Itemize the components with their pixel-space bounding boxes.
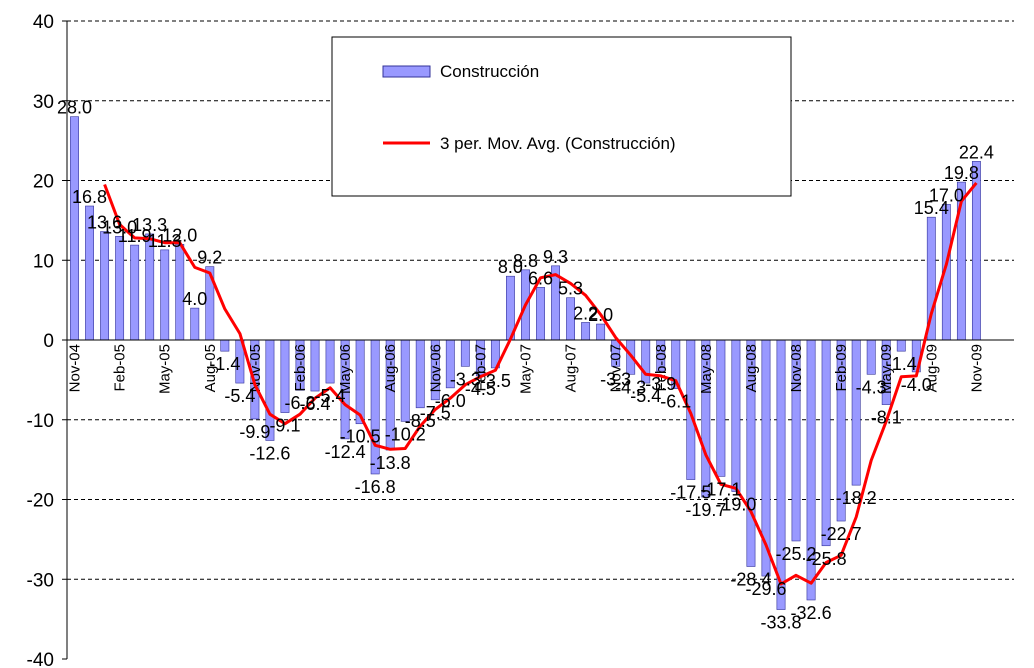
y-tick-label: -40 [27,650,54,668]
bar [221,340,229,351]
bar [867,340,875,374]
data-label: 5.3 [558,279,583,299]
bar [401,340,409,421]
legend-bar-swatch [383,66,430,77]
x-tick-label: May-05 [157,344,174,394]
legend-bar-label: Construcción [440,62,539,81]
y-tick-label: 40 [33,12,54,33]
data-label: -5.4 [315,386,346,406]
data-label: -3.5 [480,371,511,391]
data-label: 22.4 [959,142,994,162]
y-tick-label: 20 [33,172,54,193]
x-tick-label: May-08 [698,344,715,394]
x-axis-ticks: Nov-04 Feb-05 May-05 Aug-05 Nov-05 Feb-06 May-… [67,344,986,394]
data-label: -22.7 [821,524,862,544]
x-tick-label: Feb-06 [292,344,309,392]
bar [326,340,334,383]
bar [717,340,725,476]
data-label: -4.0 [901,375,932,395]
x-tick-label: Aug-07 [563,344,580,392]
data-label: -32.6 [791,603,832,623]
y-tick-label: 30 [33,92,54,113]
data-label: -9.9 [239,422,270,442]
data-label: -13.8 [370,453,411,473]
bar [115,236,123,340]
data-label: -19.0 [715,495,756,515]
data-label: 6.6 [528,268,553,288]
x-tick-label: Feb-05 [112,344,129,392]
data-label: 16.8 [72,187,107,207]
y-tick-label: -30 [27,570,54,591]
data-label: -1.4 [209,354,240,374]
data-label: -6.0 [435,391,466,411]
data-label: 2.0 [588,305,613,325]
y-tick-label: 10 [33,251,54,272]
bar [461,340,469,366]
legend-line-label: 3 per. Mov. Avg. (Construcción) [440,134,676,153]
bar [311,340,319,391]
bar [100,232,108,340]
bar [897,340,905,351]
bar [191,308,199,340]
data-label: 19.8 [944,163,979,183]
data-label: -6.1 [660,392,691,412]
data-label: -8.1 [871,408,902,428]
data-label: 12.0 [162,225,197,245]
y-tick-label: -10 [27,411,54,432]
legend-box [332,37,791,196]
bar [852,340,860,485]
bar [161,250,169,340]
x-tick-label: Nov-06 [427,344,444,392]
data-label: -25.8 [806,549,847,569]
data-label: 4.0 [182,289,207,309]
data-label: 17.0 [929,185,964,205]
data-label: 9.2 [197,248,222,268]
y-tick-label: 0 [43,331,54,352]
bar [131,245,139,340]
bar [356,340,364,424]
x-tick-label: Feb-09 [833,344,850,392]
x-tick-label: Nov-09 [968,344,985,392]
bar [416,340,424,408]
data-label: -16.8 [355,477,396,497]
data-label: -1.4 [886,354,917,374]
x-tick-label: May-07 [517,344,534,394]
x-tick-label: Nov-04 [67,344,84,392]
data-label: -18.2 [836,488,877,508]
bar [822,340,830,546]
data-label: -9.1 [269,416,300,436]
bar [581,322,589,340]
x-tick-label: Aug-08 [743,344,760,392]
data-label: -4.3 [856,377,887,397]
bar [777,340,785,610]
data-label: 9.3 [543,247,568,267]
legend: Construcción 3 per. Mov. Avg. (Construcc… [332,37,791,196]
data-label: -12.6 [249,443,290,463]
x-tick-label: Nov-08 [788,344,805,392]
data-label: -29.6 [745,579,786,599]
bar [596,324,604,340]
bar [70,117,78,340]
y-tick-label: -20 [27,491,54,512]
data-label: 28.0 [57,98,92,118]
data-label: -5.4 [224,386,255,406]
x-tick-label: Aug-06 [382,344,399,392]
bar [536,287,544,340]
data-label: -10.5 [340,427,381,447]
bar [732,340,740,492]
